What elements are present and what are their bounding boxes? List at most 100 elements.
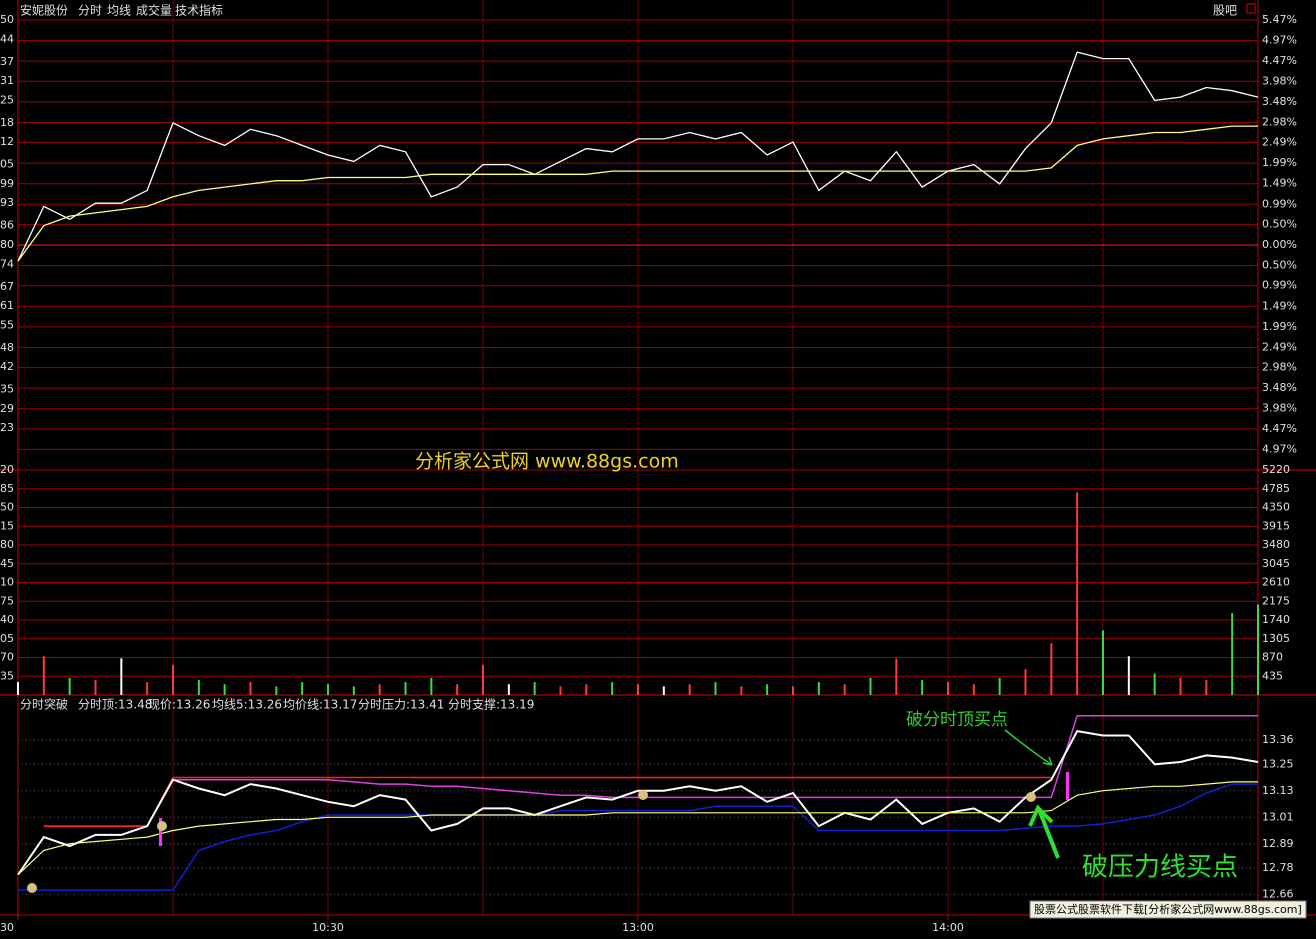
y-tick-label: 18 <box>0 116 14 129</box>
footer-box <box>1029 900 1307 919</box>
y-tick-label: 20 <box>0 463 14 476</box>
volume-bar <box>172 664 174 695</box>
y-tick-label: 70 <box>0 651 14 664</box>
y2-tick-label: 1.49% <box>1262 299 1297 312</box>
volume-bar <box>482 664 484 695</box>
close-icon[interactable] <box>1246 3 1256 14</box>
y-tick-label: 37 <box>0 55 14 68</box>
y2-tick-label: 5.47% <box>1262 13 1297 26</box>
volume-bar <box>404 682 407 695</box>
volume-bar <box>869 677 872 695</box>
volume-bar <box>740 686 743 695</box>
volume-bar <box>94 679 97 695</box>
indicator-price-line <box>17 729 1259 876</box>
buy-icon <box>638 790 648 800</box>
series-line <box>43 714 1258 827</box>
volume-bar <box>17 682 19 695</box>
y-tick-label: 25 <box>0 93 14 106</box>
y2-tick-label: 0.50% <box>1262 217 1297 230</box>
y-tick-label: 67 <box>0 280 14 293</box>
breakout-marker <box>159 818 162 846</box>
volume-bar <box>714 682 717 695</box>
y-tick-label: 48 <box>0 341 14 354</box>
volume-bar <box>430 677 433 695</box>
y-tick-label: 50 <box>0 501 14 514</box>
y2-tick-label: 3.48% <box>1262 95 1297 108</box>
volume-bar <box>352 686 355 695</box>
y2-tick-label: 0.50% <box>1262 259 1297 272</box>
y-tick-label: 93 <box>0 196 14 209</box>
volume-bar <box>378 684 381 695</box>
y-tick-label: 31 <box>0 74 14 87</box>
y-tick-label: 29 <box>0 402 14 415</box>
volume-bar <box>611 682 614 695</box>
y2-tick-label: 0.00% <box>1262 238 1297 251</box>
tab[interactable]: 成交量 <box>136 3 172 18</box>
series-line <box>43 776 1052 827</box>
tab[interactable]: 分时 <box>78 4 102 18</box>
volume-bar <box>533 682 536 695</box>
volume-bar <box>1153 673 1156 695</box>
y2-tick-label: 2.49% <box>1262 340 1297 353</box>
x-tick-label: 14:00 <box>932 921 964 934</box>
volume-bar <box>68 677 71 695</box>
y2-tick-label: 5220 <box>1262 463 1290 476</box>
arrow-head <box>1028 804 1054 827</box>
volume-bar <box>1024 669 1027 695</box>
volume-bar <box>223 684 226 695</box>
volume-bar <box>766 684 769 695</box>
y-tick-label: 86 <box>0 219 14 232</box>
volume-bar <box>843 684 846 695</box>
volume-bar <box>1179 677 1182 695</box>
y-tick-label: 55 <box>0 318 14 331</box>
y2-tick-label: 2.49% <box>1262 136 1297 149</box>
y-tick-label: 99 <box>0 177 14 190</box>
volume-bar <box>1076 492 1079 695</box>
y2-tick-label: 0.99% <box>1262 279 1297 292</box>
volume-bar <box>1231 613 1234 695</box>
y-tick-label: 05 <box>0 158 14 171</box>
y2-tick-label: 2.98% <box>1262 361 1297 374</box>
volume-bar <box>637 684 639 695</box>
tab[interactable]: 技术指标 <box>175 3 223 18</box>
series-line <box>17 125 1258 262</box>
y-tick-label: 35 <box>0 383 14 396</box>
footer-text[interactable]: 股票公式股票软件下载[分析家公式网www.88gs.com] <box>1034 902 1302 916</box>
volume-bar <box>817 682 820 695</box>
volume-bar <box>1257 604 1259 695</box>
series-line <box>17 51 1259 262</box>
y2-tick-label: 870 <box>1262 651 1283 664</box>
volume-bar <box>120 658 123 695</box>
y-tick-label: 45 <box>0 557 14 570</box>
y-tick-label: 80 <box>0 238 14 251</box>
y2-tick-label: 1305 <box>1262 632 1290 645</box>
volume-bar <box>146 682 149 695</box>
volume-bar <box>895 658 898 695</box>
y2-tick-label: 1.99% <box>1262 320 1297 333</box>
watermark: 分析家公式网 www.88gs.com <box>415 451 679 473</box>
y2-tick-label: 1.49% <box>1262 177 1297 190</box>
y-tick-label: 75 <box>0 594 14 607</box>
volume-bar <box>275 686 278 695</box>
y2-tick-label: 2.98% <box>1262 115 1297 128</box>
tab[interactable]: 均线 <box>107 4 131 18</box>
y2-tick-label: 4.97% <box>1262 442 1297 455</box>
volume-bar <box>42 656 45 695</box>
arrow <box>1038 811 1060 859</box>
volume-bar <box>456 684 459 695</box>
x-tick-label: 30 <box>0 921 14 934</box>
readout: 均线5:13.26 <box>212 698 282 712</box>
breakout-marker <box>1066 772 1069 800</box>
volume-bar <box>559 686 562 695</box>
y2-tick-label: 1.99% <box>1262 156 1297 169</box>
arrow <box>1004 729 1053 766</box>
buy-icon <box>27 883 37 893</box>
readout: 分时支撑:13.19 <box>448 697 534 712</box>
y2-tick-label: 3.98% <box>1262 74 1297 87</box>
y2-tick-label: 3.98% <box>1262 402 1297 415</box>
y2-tick-label: 2610 <box>1262 576 1290 589</box>
volume-bar <box>998 677 1001 695</box>
volume-bar <box>585 684 588 695</box>
y-tick-label: 80 <box>0 538 14 551</box>
guba-link[interactable]: 股吧 <box>1213 4 1237 18</box>
